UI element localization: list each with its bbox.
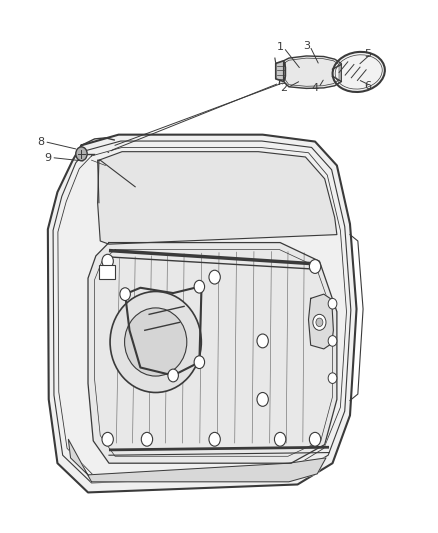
Circle shape <box>209 270 220 284</box>
Polygon shape <box>284 56 341 88</box>
Circle shape <box>120 288 131 301</box>
Circle shape <box>194 280 205 293</box>
Text: 3: 3 <box>303 41 310 51</box>
Circle shape <box>209 432 220 446</box>
Circle shape <box>328 336 337 346</box>
Circle shape <box>257 334 268 348</box>
Text: 4: 4 <box>311 83 318 93</box>
Text: 8: 8 <box>37 136 44 147</box>
Polygon shape <box>98 152 337 244</box>
Text: 5: 5 <box>364 49 371 59</box>
Circle shape <box>316 318 323 327</box>
Circle shape <box>102 432 113 446</box>
Ellipse shape <box>332 52 385 92</box>
Circle shape <box>328 373 337 383</box>
Ellipse shape <box>124 308 187 376</box>
Polygon shape <box>276 61 286 82</box>
Polygon shape <box>68 439 326 482</box>
Circle shape <box>141 432 152 446</box>
Circle shape <box>76 147 87 161</box>
Circle shape <box>309 260 321 273</box>
Polygon shape <box>88 243 337 463</box>
Circle shape <box>309 432 321 446</box>
Text: 9: 9 <box>44 152 51 163</box>
Ellipse shape <box>110 292 201 392</box>
Text: 1: 1 <box>277 43 284 52</box>
Polygon shape <box>48 135 357 492</box>
Circle shape <box>168 369 178 382</box>
Circle shape <box>328 298 337 309</box>
Circle shape <box>313 314 326 330</box>
Text: 2: 2 <box>280 83 287 93</box>
Circle shape <box>102 254 113 268</box>
FancyBboxPatch shape <box>99 265 115 279</box>
Text: 6: 6 <box>364 81 371 91</box>
Circle shape <box>275 432 286 446</box>
Circle shape <box>194 356 205 368</box>
Circle shape <box>257 392 268 406</box>
Polygon shape <box>308 294 333 349</box>
